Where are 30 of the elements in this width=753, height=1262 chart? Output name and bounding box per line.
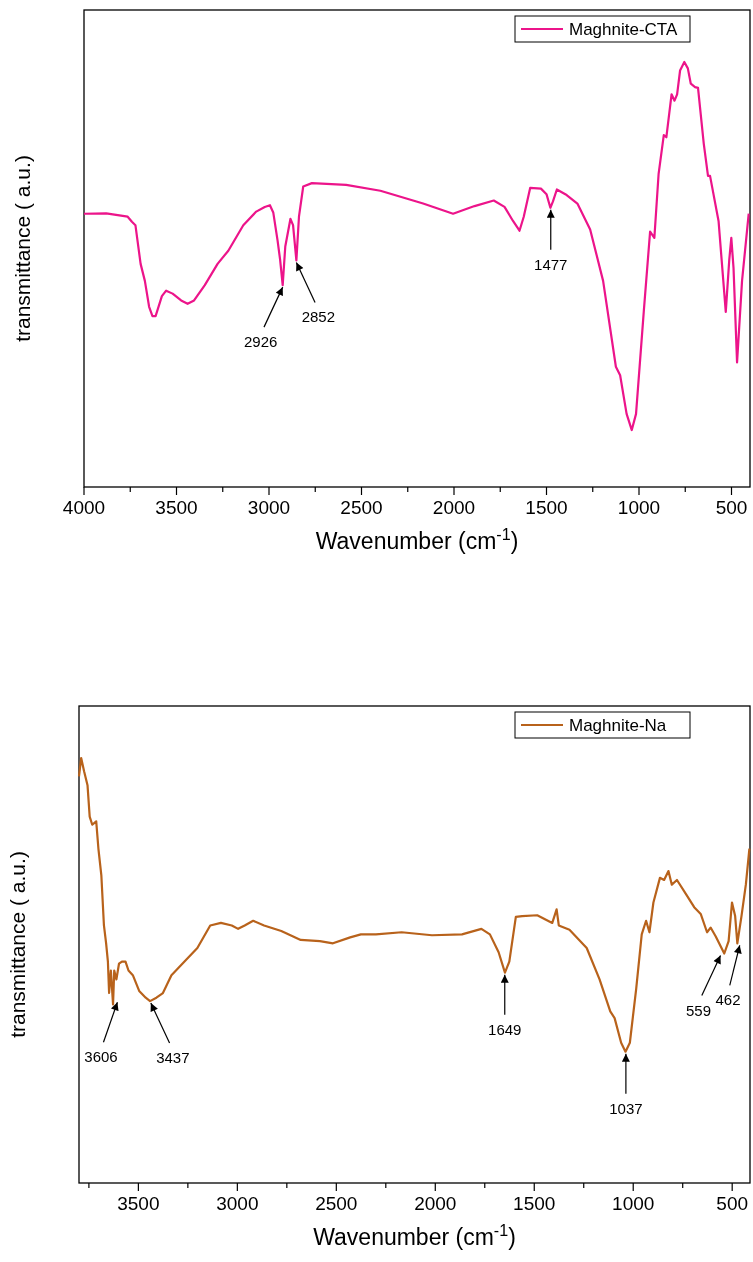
legend-label: Maghnite-CTA — [569, 20, 678, 39]
annotation: 1037 — [609, 1099, 643, 1117]
x-tick-label: 2500 — [315, 1193, 358, 1214]
x-tick-label: 3500 — [155, 497, 198, 518]
y-axis-title: transmittance ( a.u.) — [11, 155, 34, 342]
x-tick-label: 1000 — [617, 497, 661, 518]
annotation: 3606 — [84, 1048, 118, 1066]
annotation: 559 — [685, 1001, 712, 1019]
annotation: 1477 — [534, 255, 568, 273]
x-tick-label: 3000 — [247, 497, 291, 518]
x-axis-title: Wavenumber (cm$^{-1}$) — [315, 525, 519, 554]
x-tick-label: 3000 — [216, 1193, 259, 1214]
annotation: 2926 — [244, 333, 278, 351]
x-tick-label: 2000 — [432, 497, 476, 518]
x-tick-label: 2000 — [414, 1193, 457, 1214]
x-tick-label: 2500 — [340, 497, 383, 518]
x-tick-label: 500 — [715, 497, 748, 518]
annotation: 3437 — [156, 1049, 190, 1067]
annotation: 1649 — [488, 1020, 522, 1038]
x-tick-label: 3500 — [117, 1193, 160, 1214]
annotation: 462 — [715, 991, 741, 1009]
x-axis-title: Wavenumber (cm$^{-1}$) — [313, 1221, 516, 1250]
x-tick-label: 4000 — [62, 497, 106, 518]
x-tick-label: 1500 — [513, 1193, 556, 1214]
y-axis-title: transmittance ( a.u.) — [6, 851, 29, 1038]
legend-label: Maghnite-Na — [569, 716, 667, 735]
x-tick-label: 500 — [716, 1193, 749, 1214]
x-tick-label: 1000 — [612, 1193, 655, 1214]
annotation: 2852 — [301, 308, 336, 326]
x-tick-label: 1500 — [525, 497, 568, 518]
